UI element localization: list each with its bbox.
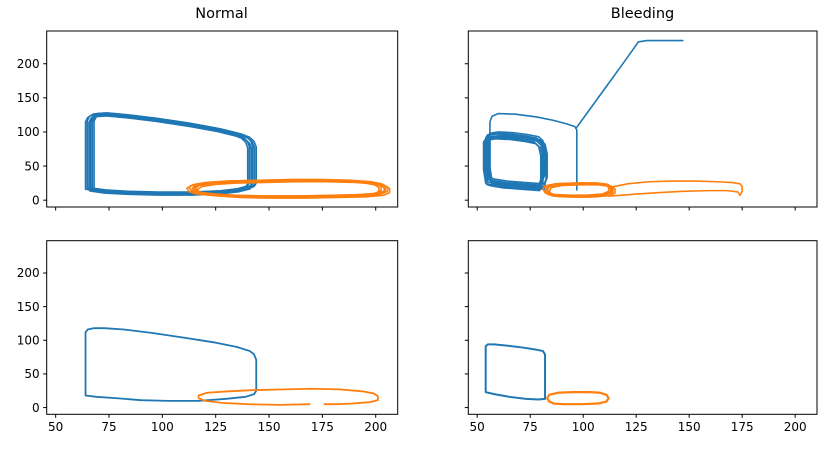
x-tick-label: 175 bbox=[311, 420, 334, 434]
series-1-trajectory bbox=[489, 112, 578, 191]
series-1-trajectory bbox=[484, 132, 544, 186]
subplot-normal-top: 0 50 100 150 200 bbox=[17, 30, 399, 211]
series-1-trajectory bbox=[84, 327, 258, 402]
series-1-trajectory bbox=[485, 133, 545, 187]
y-tick-label: 100 bbox=[17, 333, 40, 347]
x-tick-label: 75 bbox=[523, 420, 538, 434]
series-1-trajectory bbox=[576, 39, 684, 128]
axes-spines bbox=[467, 30, 818, 208]
y-tick-label: 50 bbox=[24, 159, 39, 173]
x-tick-label: 200 bbox=[364, 420, 387, 434]
series-2-trajectory bbox=[197, 387, 379, 406]
series-2-trajectory bbox=[607, 180, 743, 197]
subplot-bleeding-bottom: 50 75 100 125 150 175 200 bbox=[464, 240, 818, 434]
x-tick-label: 125 bbox=[204, 420, 227, 434]
x-tick-label: 50 bbox=[48, 420, 63, 434]
y-tick-label: 0 bbox=[32, 401, 40, 415]
y-tick-label: 0 bbox=[32, 193, 40, 207]
series-1-trajectory bbox=[484, 343, 547, 401]
y-tick-label: 100 bbox=[17, 125, 40, 139]
x-tick-label: 100 bbox=[151, 420, 174, 434]
x-tick-label: 75 bbox=[101, 420, 116, 434]
axes-spines bbox=[46, 30, 399, 208]
x-tick-label: 50 bbox=[470, 420, 485, 434]
series-2-trajectory bbox=[546, 391, 610, 406]
subplot-title-normal: Normal bbox=[195, 6, 248, 22]
x-tick-label: 100 bbox=[572, 420, 595, 434]
y-tick-label: 150 bbox=[17, 91, 40, 105]
series-1-trajectory bbox=[483, 137, 543, 192]
x-tick-label: 175 bbox=[731, 420, 754, 434]
x-tick-label: 150 bbox=[678, 420, 701, 434]
subplot-normal-bottom: 50 75 100 125 150 175 200 0 50 100 150 200 bbox=[17, 240, 399, 434]
series-1-trajectory bbox=[89, 115, 253, 196]
x-tick-label: 200 bbox=[784, 420, 807, 434]
x-tick-label: 125 bbox=[625, 420, 648, 434]
series-1-trajectory bbox=[488, 135, 547, 190]
series-1-trajectory bbox=[486, 131, 546, 185]
series-2-trajectory bbox=[545, 182, 613, 196]
subplot-title-bleeding: Bleeding bbox=[610, 6, 675, 22]
y-tick-label: 150 bbox=[17, 300, 40, 314]
y-tick-label: 200 bbox=[17, 266, 40, 280]
y-tick-label: 50 bbox=[24, 367, 39, 381]
y-tick-label: 200 bbox=[17, 57, 40, 71]
x-tick-label: 150 bbox=[258, 420, 281, 434]
axes-spines bbox=[467, 240, 818, 415]
series-2-trajectory bbox=[186, 179, 380, 198]
series-1-trajectory bbox=[89, 112, 254, 193]
subplot-bleeding-top bbox=[464, 30, 818, 211]
axes-spines bbox=[46, 240, 399, 415]
